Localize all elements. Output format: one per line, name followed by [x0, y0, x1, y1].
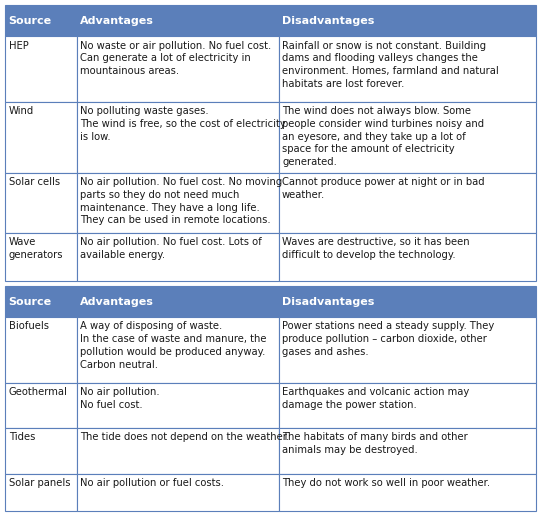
FancyBboxPatch shape	[77, 383, 279, 428]
Text: Solar panels: Solar panels	[9, 478, 70, 488]
FancyBboxPatch shape	[77, 232, 279, 281]
FancyBboxPatch shape	[6, 428, 77, 474]
FancyBboxPatch shape	[6, 5, 77, 36]
Text: Waves are destructive, so it has been
difficult to develop the technology.: Waves are destructive, so it has been di…	[282, 237, 469, 259]
Text: Advantages: Advantages	[80, 16, 154, 26]
Text: Power stations need a steady supply. They
produce pollution – carbon dioxide, ot: Power stations need a steady supply. The…	[282, 321, 494, 357]
Text: The tide does not depend on the weather.: The tide does not depend on the weather.	[80, 432, 290, 443]
Text: Source: Source	[9, 296, 52, 307]
Text: HEP: HEP	[9, 41, 28, 50]
FancyBboxPatch shape	[77, 173, 279, 232]
FancyBboxPatch shape	[77, 36, 279, 102]
Text: No air pollution or fuel costs.: No air pollution or fuel costs.	[80, 478, 225, 488]
FancyBboxPatch shape	[279, 5, 536, 36]
FancyBboxPatch shape	[279, 36, 536, 102]
Text: Disadvantages: Disadvantages	[282, 16, 374, 26]
FancyBboxPatch shape	[6, 232, 77, 281]
FancyBboxPatch shape	[77, 5, 279, 36]
FancyBboxPatch shape	[279, 102, 536, 173]
Text: No air pollution.
No fuel cost.: No air pollution. No fuel cost.	[80, 387, 160, 410]
FancyBboxPatch shape	[6, 102, 77, 173]
FancyBboxPatch shape	[279, 428, 536, 474]
FancyBboxPatch shape	[279, 173, 536, 232]
Text: Earthquakes and volcanic action may
damage the power station.: Earthquakes and volcanic action may dama…	[282, 387, 469, 410]
Text: Biofuels: Biofuels	[9, 321, 49, 331]
Text: No polluting waste gases.
The wind is free, so the cost of electricity
is low.: No polluting waste gases. The wind is fr…	[80, 106, 286, 141]
Text: No waste or air pollution. No fuel cost.
Can generate a lot of electricity in
mo: No waste or air pollution. No fuel cost.…	[80, 41, 272, 76]
FancyBboxPatch shape	[6, 286, 77, 317]
FancyBboxPatch shape	[279, 317, 536, 383]
Text: Advantages: Advantages	[80, 296, 154, 307]
Text: They do not work so well in poor weather.: They do not work so well in poor weather…	[282, 478, 490, 488]
Text: No air pollution. No fuel cost. Lots of
available energy.: No air pollution. No fuel cost. Lots of …	[80, 237, 262, 259]
Text: Cannot produce power at night or in bad
weather.: Cannot produce power at night or in bad …	[282, 177, 484, 200]
FancyBboxPatch shape	[6, 36, 77, 102]
FancyBboxPatch shape	[77, 102, 279, 173]
FancyBboxPatch shape	[279, 232, 536, 281]
FancyBboxPatch shape	[6, 383, 77, 428]
Text: Geothermal: Geothermal	[9, 387, 67, 397]
Text: Wind: Wind	[9, 106, 34, 116]
FancyBboxPatch shape	[77, 317, 279, 383]
Text: Tides: Tides	[9, 432, 35, 443]
Text: Wave
generators: Wave generators	[9, 237, 63, 259]
Text: Source: Source	[9, 16, 52, 26]
FancyBboxPatch shape	[279, 286, 536, 317]
FancyBboxPatch shape	[6, 474, 77, 511]
Text: Disadvantages: Disadvantages	[282, 296, 374, 307]
FancyBboxPatch shape	[279, 383, 536, 428]
FancyBboxPatch shape	[6, 317, 77, 383]
FancyBboxPatch shape	[77, 474, 279, 511]
Text: No air pollution. No fuel cost. No moving
parts so they do not need much
mainten: No air pollution. No fuel cost. No movin…	[80, 177, 283, 226]
Text: The wind does not always blow. Some
people consider wind turbines noisy and
an e: The wind does not always blow. Some peop…	[282, 106, 484, 167]
Text: Solar cells: Solar cells	[9, 177, 60, 187]
FancyBboxPatch shape	[77, 286, 279, 317]
FancyBboxPatch shape	[77, 428, 279, 474]
Text: Rainfall or snow is not constant. Building
dams and flooding valleys changes the: Rainfall or snow is not constant. Buildi…	[282, 41, 499, 89]
FancyBboxPatch shape	[6, 173, 77, 232]
Text: A way of disposing of waste.
In the case of waste and manure, the
pollution woul: A way of disposing of waste. In the case…	[80, 321, 267, 370]
Text: The habitats of many birds and other
animals may be destroyed.: The habitats of many birds and other ani…	[282, 432, 468, 455]
FancyBboxPatch shape	[279, 474, 536, 511]
